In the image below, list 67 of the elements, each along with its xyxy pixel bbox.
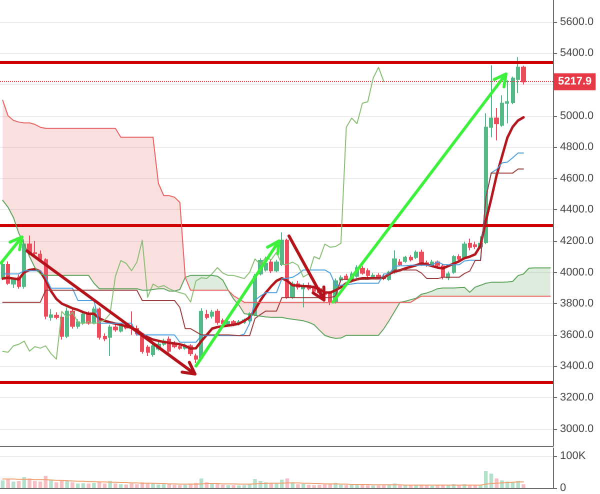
y-tick-label: 5000.0 (560, 110, 594, 122)
line-series (2, 66, 384, 360)
bar (457, 485, 461, 488)
y-tick-label: 3000.0 (560, 422, 594, 435)
y-tick-label: 4800.0 (560, 141, 594, 154)
candlestick (521, 65, 526, 86)
bar (408, 485, 413, 488)
candlestick (285, 238, 289, 300)
candlestick (269, 259, 273, 274)
bar (210, 484, 214, 488)
y-tick-label: 5600.0 (560, 16, 594, 28)
ref-line-label: 5217.9 (558, 76, 592, 88)
line-series (2, 100, 551, 303)
bar (81, 483, 86, 488)
candlestick (414, 250, 418, 260)
y-tick-label: 0 (560, 482, 566, 494)
y-tick-label: 3400.0 (560, 360, 594, 372)
bar (522, 484, 526, 488)
line-series (2, 478, 524, 486)
bar (102, 484, 107, 488)
bar (344, 485, 348, 488)
bar (65, 480, 69, 488)
candlestick (494, 107, 499, 141)
bar (232, 485, 236, 488)
bar (226, 485, 230, 488)
candlestick (1, 262, 5, 281)
y-tick-label: 3200.0 (560, 391, 594, 404)
bar (371, 485, 376, 488)
bar (473, 485, 478, 488)
y-tick-label: 4200.0 (560, 234, 594, 247)
candlestick (215, 308, 220, 326)
candlestick (108, 324, 112, 357)
candlestick (457, 254, 461, 262)
bar (296, 484, 300, 488)
candlestick (65, 307, 69, 339)
bar (6, 479, 10, 488)
bar (92, 482, 96, 488)
bar (86, 484, 90, 488)
candlestick (398, 258, 402, 267)
candlestick (205, 309, 209, 320)
candlestick (49, 308, 53, 322)
candlestick (409, 254, 413, 262)
bar (0, 480, 5, 488)
y-tick-label: 3600.0 (560, 328, 594, 341)
bar (16, 480, 21, 488)
line-series (2, 200, 551, 339)
candlestick (210, 309, 214, 319)
bar (403, 485, 408, 488)
bar (12, 482, 16, 488)
y-tick-label: 4400.0 (560, 204, 594, 216)
candlestick (462, 241, 467, 260)
candlestick (194, 353, 198, 364)
y-tick-label: 5400.0 (560, 47, 594, 60)
y-tick-label: 4600.0 (560, 172, 594, 184)
candlestick (146, 344, 150, 357)
y-tick-label: 4000.0 (560, 266, 594, 278)
y-tick-label: 100K (560, 450, 586, 462)
bar (114, 484, 118, 488)
candlestick (103, 332, 107, 342)
candlestick (344, 273, 348, 281)
bar (494, 478, 499, 488)
y-tick-label: 3800.0 (560, 298, 594, 310)
candlestick (113, 324, 118, 332)
bar (70, 482, 74, 488)
bar (76, 484, 80, 488)
candlestick (403, 255, 407, 264)
bar (118, 484, 123, 488)
